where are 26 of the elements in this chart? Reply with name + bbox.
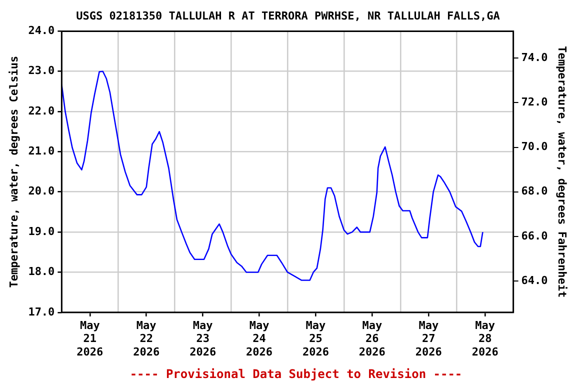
x-tick-label: May 24 2026 — [246, 318, 273, 358]
text: ---- Provisional Data Subject to Revision ---- — [130, 367, 462, 382]
y-tick-label: 22.0 — [28, 104, 55, 118]
y2-axis-title: Temperature, water, degrees Fahrenheit — [556, 46, 569, 298]
y2-tick-label: 66.0 — [521, 229, 548, 242]
x-tick-label: May 25 2026 — [302, 318, 330, 358]
chart-title: USGS 02181350 TALLULAH R AT TERRORA PWRHSE, NR TALLULAH FALLS,GA — [76, 9, 500, 22]
y-tick-label: 20.0 — [28, 184, 55, 198]
y-tick-label: 21.0 — [28, 144, 55, 158]
y2-tick-label: 64.0 — [521, 274, 548, 288]
x-tick-label: May 27 2026 — [415, 318, 442, 358]
x-tick-label: May 26 2026 — [358, 318, 386, 358]
y-tick-label: 17.0 — [28, 305, 55, 318]
y-tick-label: 23.0 — [28, 64, 55, 78]
y-tick-label: 24.0 — [28, 24, 55, 38]
y-axis-title: Temperature, water, degrees Celsius — [7, 56, 20, 288]
y2-tick-label: 72.0 — [521, 95, 548, 108]
x-tick-label: May 23 2026 — [190, 318, 216, 358]
y2-tick-label: 70.0 — [521, 140, 548, 154]
x-tick-label: May 28 2026 — [472, 318, 499, 358]
y-tick-label: 18.0 — [28, 265, 55, 278]
x-tick-label: May 21 2026 — [76, 318, 104, 358]
y-tick-label: 19.0 — [28, 224, 55, 238]
x-tick-label: May 22 2026 — [133, 318, 160, 358]
y2-tick-label: 74.0 — [521, 50, 548, 64]
y2-tick-label: 68.0 — [521, 184, 548, 198]
